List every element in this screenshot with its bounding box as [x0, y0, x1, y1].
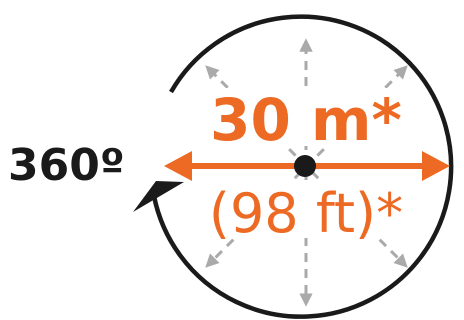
coverage-circle	[151, 14, 454, 319]
center-dot-icon	[294, 155, 316, 177]
range-imperial-label: (98 ft)*	[209, 182, 403, 245]
label-backdrop-imperial	[208, 180, 404, 238]
range-metric-label: 30 m*	[210, 86, 402, 154]
curved-arrow-icon	[133, 181, 184, 212]
rotation-label: 360º	[8, 140, 125, 191]
label-backdrop-metric	[208, 88, 400, 146]
